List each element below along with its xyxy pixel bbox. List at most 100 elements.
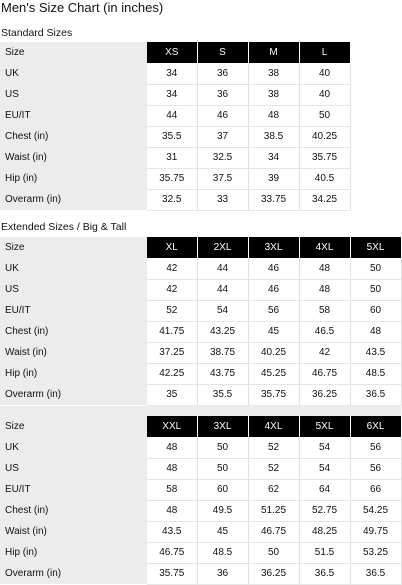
table-cell: 35.75 [299,147,351,169]
size-table-extended: Size XL 2XL 3XL 4XL 5XL UK 42 44 46 48 50 US 42 44 46 48… [0,237,402,406]
table-row: Hip (in) 46.75 48.5 50 51.5 53.25 [0,542,402,564]
table-cell: 48.5 [197,542,249,564]
table-cell: 38 [248,84,300,106]
table-header-row: Size XXL 3XL 4XL 5XL 6XL [0,416,402,437]
table-row: US 48 50 52 54 56 [0,458,402,480]
row-label: EU/IT [0,300,147,321]
table-cell: 46.75 [299,363,351,385]
table-cell: 66 [350,479,402,501]
table-cell: 38.75 [197,342,249,364]
table-cell: 37.25 [147,342,198,364]
table-cell: 46.75 [147,542,198,564]
table-cell: 44 [197,279,249,301]
table-cell: 60 [350,300,402,322]
row-label: Waist (in) [0,147,147,168]
table-cell: 50 [197,437,249,459]
table-cell: 36.25 [248,563,300,585]
column-header-label: Size [0,42,147,63]
table-row: Waist (in) 31 32.5 34 35.75 [0,147,351,169]
table-cell: 60 [197,479,249,501]
table-cell: 40.25 [248,342,300,364]
table-cell: 46.5 [299,321,351,343]
table-row: EU/IT 44 46 48 50 [0,105,351,127]
table-cell: 35.75 [147,168,198,190]
column-header-size: M [248,42,300,63]
table-cell: 38 [248,63,300,85]
column-header-size: 3XL [248,237,300,258]
table-cell: 33.75 [248,189,300,211]
section-title-extended: Extended Sizes / Big & Tall [1,221,127,233]
row-label: Waist (in) [0,342,147,363]
table-row: UK 48 50 52 54 56 [0,437,402,459]
table-row: Chest (in) 48 49.5 51.25 52.75 54.25 [0,500,402,522]
column-header-size: XXL [147,416,198,437]
row-label: Chest (in) [0,321,147,342]
table-cell: 48 [299,279,351,301]
table-cell: 36 [197,63,249,85]
table-cell: 48 [147,500,198,522]
table-cell: 50 [350,279,402,301]
table-cell: 49.75 [350,521,402,543]
table-cell: 56 [350,437,402,459]
table-cell: 52 [248,437,300,459]
table-cell: 40.5 [299,168,351,190]
table-cell: 46 [248,258,300,280]
table-cell: 48 [299,258,351,280]
table-cell: 54 [299,437,351,459]
table-cell: 35.75 [248,384,300,406]
column-header-size: 6XL [350,416,402,437]
row-label: Chest (in) [0,126,147,147]
table-cell: 40 [299,63,351,85]
row-label: Overarm (in) [0,189,147,210]
table-cell: 54.25 [350,500,402,522]
row-label: US [0,458,147,479]
table-cell: 44 [197,258,249,280]
table-body: Size XL 2XL 3XL 4XL 5XL UK 42 44 46 48 50 US 42 44 46 48… [0,237,402,406]
table-cell: 48 [248,105,300,127]
table-cell: 36.5 [350,563,402,585]
table-cell: 52 [147,300,198,322]
table-cell: 45 [248,321,300,343]
table-cell: 36.25 [299,384,351,406]
table-cell: 36 [197,84,249,106]
table-cell: 51.5 [299,542,351,564]
table-cell: 50 [350,258,402,280]
table-cell: 34 [147,84,198,106]
table-cell: 50 [299,105,351,127]
table-body: Size XS S M L UK 34 36 38 40 US 34 36 38 40 EU/IT 44 46 48… [0,42,351,211]
table-cell: 46 [248,279,300,301]
table-cell: 36 [197,563,249,585]
table-row: Chest (in) 41.75 43.25 45 46.5 48 [0,321,402,343]
table-cell: 36.5 [350,384,402,406]
table-row: Overarm (in) 35.75 36 36.25 36.5 36.5 [0,563,402,585]
row-label: Overarm (in) [0,563,147,584]
row-label: Hip (in) [0,168,147,189]
table-cell: 48 [350,321,402,343]
table-cell: 43.75 [197,363,249,385]
table-cell: 43.25 [197,321,249,343]
table-row: Overarm (in) 32.5 33 33.75 34.25 [0,189,351,211]
table-row: Waist (in) 37.25 38.75 40.25 42 43.5 [0,342,402,364]
table-cell: 53.25 [350,542,402,564]
row-label: UK [0,437,147,458]
table-header-row: Size XL 2XL 3XL 4XL 5XL [0,237,402,258]
table-cell: 37 [197,126,249,148]
row-label: Hip (in) [0,542,147,563]
table-cell: 42 [147,258,198,280]
row-label: EU/IT [0,105,147,126]
table-body: Size XXL 3XL 4XL 5XL 6XL UK 48 50 52 54 56 US 48 50 52 5… [0,416,402,585]
row-label: UK [0,258,147,279]
row-label: Chest (in) [0,500,147,521]
table-cell: 35 [147,384,198,406]
table-row: Waist (in) 43.5 45 46.75 48.25 49.75 [0,521,402,543]
table-row: Chest (in) 35.5 37 38.5 40.25 [0,126,351,148]
table-cell: 48 [147,437,198,459]
table-row: Hip (in) 42.25 43.75 45.25 46.75 48.5 [0,363,402,385]
table-row: UK 42 44 46 48 50 [0,258,402,280]
table-cell: 43.5 [147,521,198,543]
table-cell: 42 [147,279,198,301]
row-label: US [0,84,147,105]
table-row: UK 34 36 38 40 [0,63,351,85]
table-cell: 64 [299,479,351,501]
column-header-size: L [299,42,351,63]
